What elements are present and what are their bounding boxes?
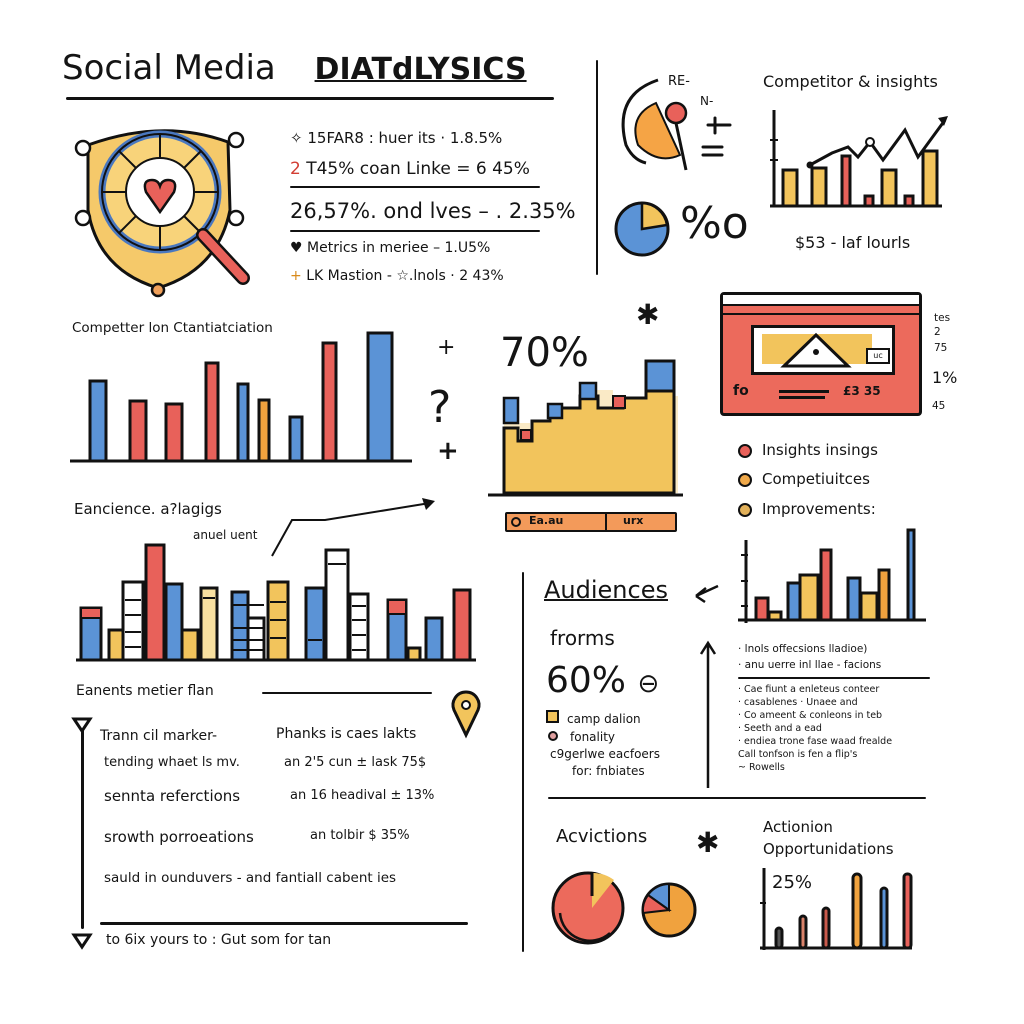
divider (738, 677, 930, 679)
event-label: srowth porroeations (104, 828, 254, 846)
note-line: · Cae fiunt a enleteus conteer (738, 684, 880, 695)
divider (290, 186, 540, 188)
audience-bar-chart (76, 543, 476, 662)
event-value: an 16 headival ± 13% (290, 788, 435, 803)
magnifier-heart-icon (74, 129, 250, 298)
number-two-label: 2 (290, 159, 301, 179)
chart-annotation: anuel uent (193, 528, 258, 542)
event-label: tending whaet ls mv. (104, 755, 240, 770)
gauge-label: N- (700, 94, 714, 108)
stacked-step-chart (488, 359, 683, 497)
event-label: sennta referctions (104, 787, 241, 805)
note-line: ~ Rowells (738, 762, 785, 773)
divider (548, 797, 926, 799)
timeline-end-icon (71, 933, 93, 950)
dot-icon (548, 731, 558, 741)
legend-dot-icon (511, 517, 521, 527)
trend-arrow-icon (271, 498, 435, 557)
event-value: an 2'5 cun ± lask 75$ (284, 755, 427, 770)
title-sub: DIATdLYSICS (314, 52, 527, 87)
percent-icon: %o (680, 198, 749, 249)
star-icon: ✱ (696, 826, 720, 859)
pie-chart-icon (614, 201, 670, 257)
competitor-insights-chart (770, 110, 948, 208)
divider (605, 514, 607, 530)
divider (522, 572, 524, 952)
section-title: Opportunidations (763, 840, 894, 858)
audience-item: fonality (548, 730, 615, 744)
note-line: · Co ameent & conleons in teb (738, 710, 883, 721)
sparkle-icon: ✧ (290, 129, 303, 147)
competitor-bar-chart (70, 331, 412, 463)
arrow-up-icon (699, 640, 717, 788)
section-title: Audiences (544, 576, 668, 604)
note-line: · Seeth and a ead (738, 723, 822, 734)
equals-icon (701, 116, 732, 157)
chart-title: Competter lon Ctantiatciation (72, 320, 273, 336)
legend-item: Insights insings (738, 441, 878, 459)
chart-caption: $53 - laf lourls (795, 233, 911, 252)
plus-icon: + (437, 335, 456, 360)
note-line: · anu uerre inl llae - facions (738, 659, 882, 671)
arrow-left-icon (695, 584, 719, 604)
big-percent: 70% (500, 330, 589, 376)
metric-row: ♥ Metrics in meriee – 1.U5% (290, 240, 491, 256)
event-value: Phanks is caes lakts (276, 726, 417, 742)
section-title: Acvictions (556, 826, 648, 847)
yellow-dot-icon (738, 502, 752, 517)
event-value: an tolbir $ 35% (310, 828, 410, 843)
chart-title: Competitor & insights (763, 72, 938, 91)
plus-icon: + (437, 436, 459, 466)
timeline-line (81, 724, 84, 929)
timeline-axis (100, 922, 468, 925)
orange-dot-icon (738, 472, 752, 487)
legend-item: Competiuitces (738, 470, 870, 488)
heart-icon: ♥ (290, 240, 303, 256)
warning-triangle-icon (780, 332, 852, 368)
legend-item: Improvements: (738, 500, 876, 518)
timeline-heart-icon (71, 717, 93, 734)
note-line: · endiea trone fase waad frealde (738, 736, 893, 747)
metric-row: 26,57%. ond lves – . 2.35% (290, 199, 576, 223)
divider (290, 230, 540, 232)
red-dot-icon (738, 443, 752, 458)
section-title: Eanents metier flan (76, 683, 214, 699)
question-icon: ? (428, 382, 452, 433)
note-line: · lnols offecsions lladioe) (738, 643, 868, 655)
theta-icon: ⊖ (637, 669, 660, 699)
location-pin-icon (451, 690, 481, 739)
section-title: Actionion (763, 818, 833, 836)
browser-content-card: uc (751, 325, 895, 375)
event-label: sauld in ounduvers - and fantiall cabent… (104, 870, 397, 886)
opportunities-bar-chart (760, 868, 913, 950)
metric-row: 2 T45% coan Linke = 6 45% (290, 159, 530, 179)
metric-row: + LK Mastion - ☆.lnols · 2 43% (290, 268, 504, 284)
subtitle: frorms (550, 626, 615, 650)
chart-title: Eancience. a?lagigs (74, 500, 222, 518)
star-icon: ✱ (636, 298, 660, 331)
title-main: Social Media (62, 48, 276, 88)
browser-window-panel: uc fo £3 35 (720, 292, 922, 416)
gauge-label: RE- (668, 74, 690, 89)
title-underline (66, 97, 554, 100)
percent-value: 25% (772, 872, 813, 893)
action-pie-charts (551, 871, 697, 945)
gauge-icon (621, 78, 688, 171)
metric-row: ✧ 15FAR8 : huer its · 1.8.5% (290, 129, 503, 147)
square-icon (546, 710, 559, 723)
browser-badge: uc (866, 348, 890, 364)
browser-titlebar (723, 295, 919, 306)
big-percent: 60% ⊖ (546, 660, 660, 701)
chart-legend-bar: Ea.au urx (505, 512, 677, 532)
page-title: Social Media DIATdLYSICS (62, 48, 527, 88)
divider (262, 692, 432, 694)
note-line: Call tonfson is fen a flip's (738, 749, 858, 760)
audience-mini-bar-chart (738, 528, 926, 623)
note-line: · casablenes · Unaee and (738, 697, 858, 708)
divider (596, 60, 598, 275)
audience-item: camp dalion (546, 710, 641, 726)
plus-icon: + (290, 268, 302, 284)
event-label: Trann cil marker- (100, 728, 218, 744)
axis-labels: to 6ix yours to : Gut som for tan (106, 932, 332, 948)
